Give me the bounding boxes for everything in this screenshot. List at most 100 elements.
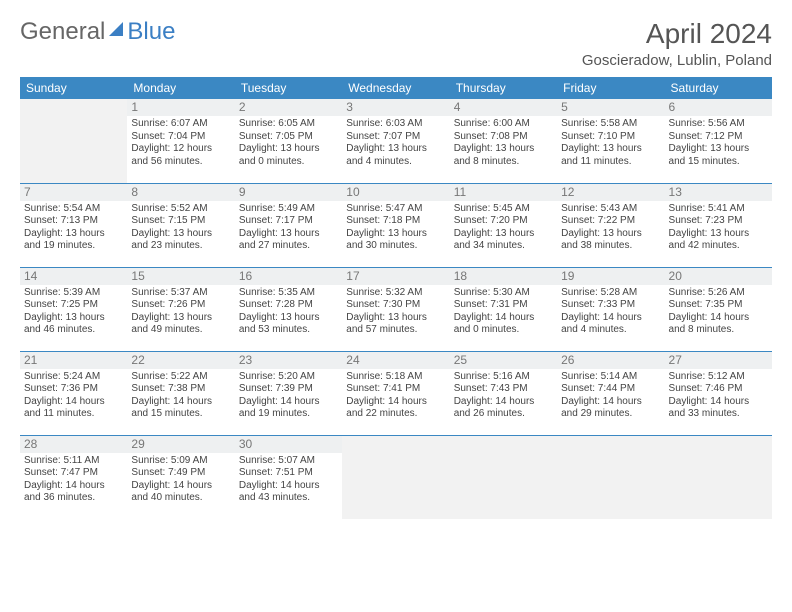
sunrise-line: Sunrise: 5:41 AM: [669, 203, 768, 216]
day-info: Sunrise: 5:30 AMSunset: 7:31 PMDaylight:…: [454, 287, 553, 337]
logo-text-blue: Blue: [111, 18, 175, 46]
calendar-cell: 12Sunrise: 5:43 AMSunset: 7:22 PMDayligh…: [557, 183, 664, 267]
daylight-line: Daylight: 14 hours and 4 minutes.: [561, 312, 660, 337]
calendar-cell: 8Sunrise: 5:52 AMSunset: 7:15 PMDaylight…: [127, 183, 234, 267]
sunset-line: Sunset: 7:07 PM: [346, 131, 445, 144]
day-info: Sunrise: 5:24 AMSunset: 7:36 PMDaylight:…: [24, 371, 123, 421]
day-number: 21: [20, 352, 127, 369]
calendar-cell: 5Sunrise: 5:58 AMSunset: 7:10 PMDaylight…: [557, 99, 664, 183]
day-number: 13: [665, 184, 772, 201]
calendar-cell: 26Sunrise: 5:14 AMSunset: 7:44 PMDayligh…: [557, 351, 664, 435]
daylight-line: Daylight: 14 hours and 22 minutes.: [346, 396, 445, 421]
sunrise-line: Sunrise: 5:14 AM: [561, 371, 660, 384]
daylight-line: Daylight: 13 hours and 42 minutes.: [669, 228, 768, 253]
calendar-cell: 15Sunrise: 5:37 AMSunset: 7:26 PMDayligh…: [127, 267, 234, 351]
day-header: Sunday: [20, 77, 127, 99]
day-number: 5: [557, 99, 664, 116]
day-header: Monday: [127, 77, 234, 99]
day-number: 28: [20, 436, 127, 453]
day-info: Sunrise: 6:07 AMSunset: 7:04 PMDaylight:…: [131, 118, 230, 168]
calendar-cell: 20Sunrise: 5:26 AMSunset: 7:35 PMDayligh…: [665, 267, 772, 351]
daylight-line: Daylight: 14 hours and 0 minutes.: [454, 312, 553, 337]
day-header: Friday: [557, 77, 664, 99]
sunrise-line: Sunrise: 5:26 AM: [669, 287, 768, 300]
day-info: Sunrise: 5:39 AMSunset: 7:25 PMDaylight:…: [24, 287, 123, 337]
daylight-line: Daylight: 14 hours and 43 minutes.: [239, 480, 338, 505]
calendar-cell: 22Sunrise: 5:22 AMSunset: 7:38 PMDayligh…: [127, 351, 234, 435]
day-number: 16: [235, 268, 342, 285]
calendar-cell-empty: [450, 435, 557, 519]
daylight-line: Daylight: 14 hours and 29 minutes.: [561, 396, 660, 421]
calendar-cell: 19Sunrise: 5:28 AMSunset: 7:33 PMDayligh…: [557, 267, 664, 351]
sunrise-line: Sunrise: 6:03 AM: [346, 118, 445, 131]
day-info: Sunrise: 5:49 AMSunset: 7:17 PMDaylight:…: [239, 203, 338, 253]
daylight-line: Daylight: 13 hours and 4 minutes.: [346, 143, 445, 168]
daylight-line: Daylight: 14 hours and 8 minutes.: [669, 312, 768, 337]
day-number: 29: [127, 436, 234, 453]
day-number: 9: [235, 184, 342, 201]
sunrise-line: Sunrise: 5:28 AM: [561, 287, 660, 300]
calendar-cell: 24Sunrise: 5:18 AMSunset: 7:41 PMDayligh…: [342, 351, 449, 435]
sunrise-line: Sunrise: 5:52 AM: [131, 203, 230, 216]
calendar-cell-empty: [342, 435, 449, 519]
sunset-line: Sunset: 7:26 PM: [131, 299, 230, 312]
day-number: 26: [557, 352, 664, 369]
sunset-line: Sunset: 7:20 PM: [454, 215, 553, 228]
calendar-cell: 16Sunrise: 5:35 AMSunset: 7:28 PMDayligh…: [235, 267, 342, 351]
sunset-line: Sunset: 7:18 PM: [346, 215, 445, 228]
calendar-cell-empty: [665, 435, 772, 519]
day-header: Saturday: [665, 77, 772, 99]
calendar-cell: 9 Sunrise: 5:49 AMSunset: 7:17 PMDaylight…: [235, 183, 342, 267]
calendar: Sunday Monday Tuesday Wednesday Thursday…: [20, 77, 772, 519]
calendar-cell: 29Sunrise: 5:09 AMSunset: 7:49 PMDayligh…: [127, 435, 234, 519]
daylight-line: Daylight: 14 hours and 11 minutes.: [24, 396, 123, 421]
calendar-cell: 21 Sunrise: 5:24 AMSunset: 7:36 PMDayligh…: [20, 351, 127, 435]
calendar-cell: 7Sunrise: 5:54 AMSunset: 7:13 PMDaylight…: [20, 183, 127, 267]
sunset-line: Sunset: 7:36 PM: [24, 383, 123, 396]
calendar-cell: 11 Sunrise: 5:45 AMSunset: 7:20 PMDayligh…: [450, 183, 557, 267]
calendar-cell: 4Sunrise: 6:00 AMSunset: 7:08 PMDaylight…: [450, 99, 557, 183]
sunset-line: Sunset: 7:51 PM: [239, 467, 338, 480]
daylight-line: Daylight: 13 hours and 30 minutes.: [346, 228, 445, 253]
calendar-row: 1Sunrise: 6:07 AMSunset: 7:04 PMDaylight…: [20, 99, 772, 183]
calendar-cell-empty: [557, 435, 664, 519]
sunrise-line: Sunrise: 5:22 AM: [131, 371, 230, 384]
sunrise-line: Sunrise: 5:54 AM: [24, 203, 123, 216]
day-header: Wednesday: [342, 77, 449, 99]
title-block: April 2024 Goscieradow, Lublin, Poland: [582, 18, 772, 69]
day-number: 24: [342, 352, 449, 369]
sunrise-line: Sunrise: 5:07 AM: [239, 455, 338, 468]
day-info: Sunrise: 5:28 AMSunset: 7:33 PMDaylight:…: [561, 287, 660, 337]
sunrise-line: Sunrise: 5:18 AM: [346, 371, 445, 384]
sunset-line: Sunset: 7:04 PM: [131, 131, 230, 144]
sunrise-line: Sunrise: 5:24 AM: [24, 371, 123, 384]
calendar-cell: 17Sunrise: 5:32 AMSunset: 7:30 PMDayligh…: [342, 267, 449, 351]
daylight-line: Daylight: 14 hours and 15 minutes.: [131, 396, 230, 421]
calendar-row: 7Sunrise: 5:54 AMSunset: 7:13 PMDaylight…: [20, 183, 772, 267]
sunrise-line: Sunrise: 5:49 AM: [239, 203, 338, 216]
sunrise-line: Sunrise: 5:35 AM: [239, 287, 338, 300]
day-number: 30: [235, 436, 342, 453]
daylight-line: Daylight: 13 hours and 46 minutes.: [24, 312, 123, 337]
sunrise-line: Sunrise: 5:45 AM: [454, 203, 553, 216]
daylight-line: Daylight: 14 hours and 33 minutes.: [669, 396, 768, 421]
month-title: April 2024: [582, 18, 772, 50]
day-number: 6: [665, 99, 772, 116]
sunset-line: Sunset: 7:17 PM: [239, 215, 338, 228]
daylight-line: Daylight: 13 hours and 53 minutes.: [239, 312, 338, 337]
daylight-line: Daylight: 13 hours and 34 minutes.: [454, 228, 553, 253]
daylight-line: Daylight: 14 hours and 19 minutes.: [239, 396, 338, 421]
daylight-line: Daylight: 12 hours and 56 minutes.: [131, 143, 230, 168]
sunrise-line: Sunrise: 5:11 AM: [24, 455, 123, 468]
sunset-line: Sunset: 7:38 PM: [131, 383, 230, 396]
day-header: Thursday: [450, 77, 557, 99]
sunrise-line: Sunrise: 5:39 AM: [24, 287, 123, 300]
sunset-line: Sunset: 7:22 PM: [561, 215, 660, 228]
day-number: 14: [20, 268, 127, 285]
day-number: 11: [450, 184, 557, 201]
day-info: Sunrise: 5:11 AMSunset: 7:47 PMDaylight:…: [24, 455, 123, 505]
daylight-line: Daylight: 13 hours and 19 minutes.: [24, 228, 123, 253]
sunrise-line: Sunrise: 5:58 AM: [561, 118, 660, 131]
daylight-line: Daylight: 13 hours and 15 minutes.: [669, 143, 768, 168]
daylight-line: Daylight: 13 hours and 27 minutes.: [239, 228, 338, 253]
